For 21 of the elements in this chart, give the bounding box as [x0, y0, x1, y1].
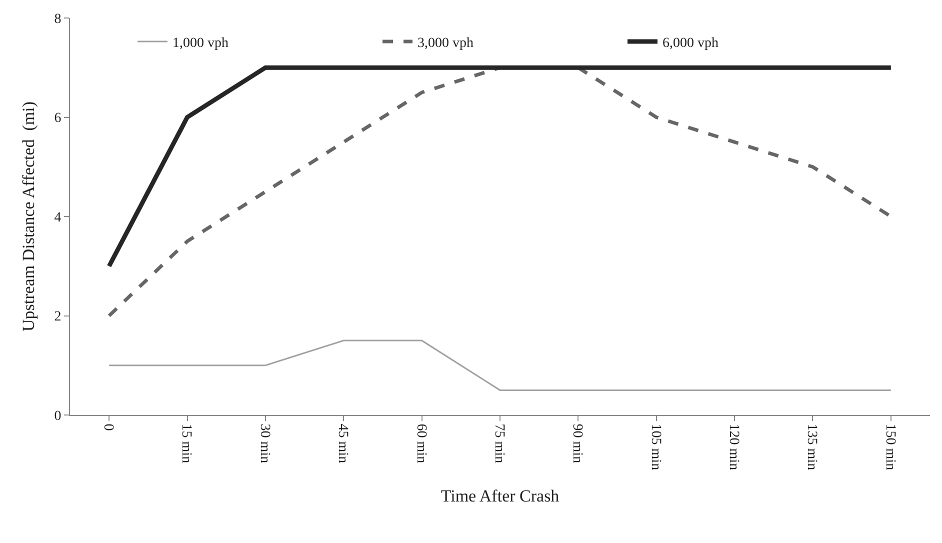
- y-tick-label: 8: [54, 12, 62, 27]
- legend-label: 3,000 vph: [418, 36, 474, 51]
- x-tick-label: 135 min: [804, 424, 820, 470]
- y-tick-label: 0: [54, 408, 62, 424]
- x-tick-label: 45 min: [335, 424, 350, 464]
- x-tick-label: 75 min: [491, 424, 506, 464]
- x-tick-label: 150 min: [882, 424, 898, 470]
- legend-label: 6,000 vph: [662, 36, 718, 51]
- x-tick-label: 0: [100, 424, 116, 431]
- y-tick-label: 2: [54, 310, 62, 325]
- x-tick-label: 90 min: [570, 424, 585, 464]
- x-tick-label: 105 min: [648, 424, 663, 470]
- x-tick-label: 120 min: [726, 424, 741, 470]
- y-axis-title: Upstream Distance Affected (mi): [18, 101, 38, 332]
- x-axis-title: Time After Crash: [440, 486, 560, 506]
- legend-label: 1,000 vph: [172, 36, 228, 51]
- x-tick-label: 60 min: [413, 424, 428, 464]
- x-tick-label: 15 min: [178, 424, 194, 464]
- y-tick-label: 4: [54, 210, 62, 226]
- y-tick-label: 6: [54, 111, 62, 126]
- x-tick-label: 30 min: [256, 424, 272, 464]
